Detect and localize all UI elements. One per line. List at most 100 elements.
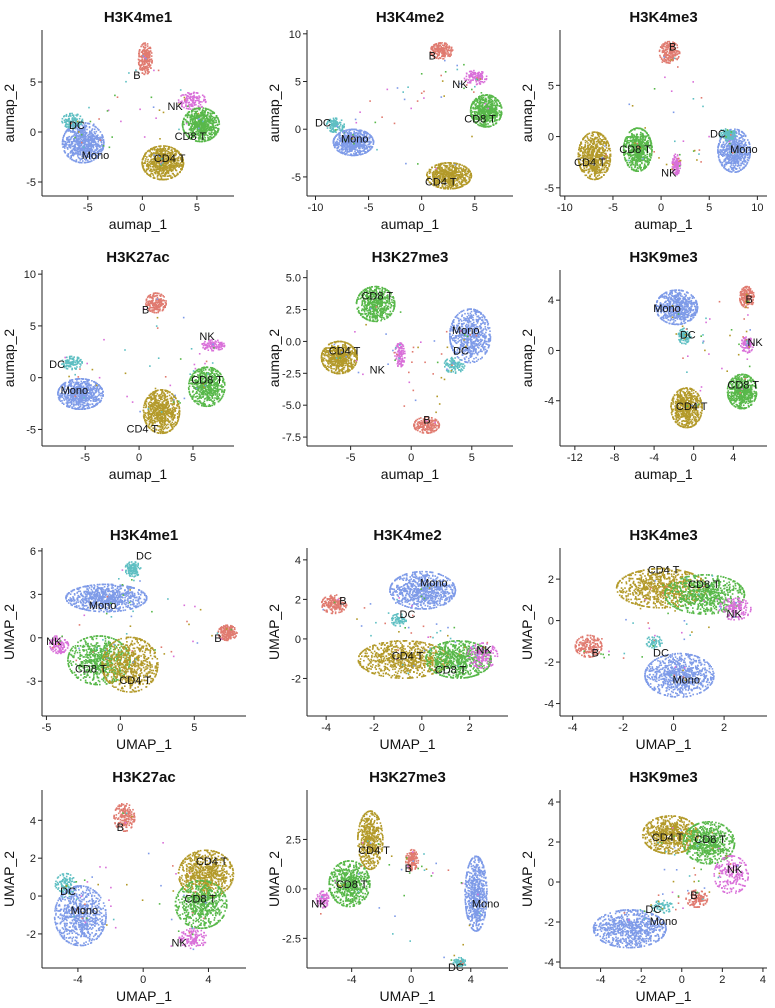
point [142, 62, 144, 64]
point [70, 158, 72, 160]
point [92, 136, 94, 138]
point [150, 50, 152, 52]
point [213, 126, 215, 128]
point [476, 84, 478, 86]
point [147, 45, 149, 47]
point [481, 102, 483, 104]
point [490, 103, 492, 105]
point [142, 55, 144, 57]
point [75, 161, 77, 163]
point [144, 57, 146, 59]
point [200, 119, 202, 121]
point [72, 141, 74, 143]
point [193, 96, 195, 98]
point [482, 71, 484, 73]
point [188, 124, 190, 126]
point [68, 146, 70, 148]
point [187, 115, 189, 117]
point [93, 142, 95, 144]
point [83, 134, 85, 136]
point [434, 44, 436, 46]
point [95, 127, 97, 129]
point [70, 113, 72, 115]
point [469, 77, 471, 79]
point [451, 47, 453, 49]
point [117, 96, 119, 98]
point [206, 115, 208, 117]
point [142, 50, 144, 52]
point [183, 124, 185, 126]
point [64, 120, 66, 122]
point [178, 166, 180, 168]
point [149, 155, 151, 157]
point [189, 102, 191, 104]
point [151, 159, 153, 161]
point [76, 153, 78, 155]
point [195, 108, 197, 110]
point [186, 123, 188, 125]
point [197, 98, 199, 100]
point [75, 114, 77, 116]
point [83, 142, 85, 144]
point [81, 162, 83, 164]
point [214, 130, 216, 132]
point [446, 44, 448, 46]
point [499, 117, 501, 119]
point [440, 51, 442, 53]
point [151, 55, 153, 57]
point [153, 70, 155, 72]
point [482, 104, 484, 106]
point [199, 115, 201, 117]
x-axis-label: aumap_1 [109, 216, 168, 232]
point [479, 104, 481, 106]
point [448, 49, 450, 51]
point [147, 61, 149, 63]
point [476, 81, 478, 83]
point [196, 115, 198, 117]
point [149, 175, 151, 177]
point [470, 106, 472, 108]
point [218, 128, 220, 130]
point [480, 75, 482, 77]
point [498, 110, 500, 112]
point [480, 81, 482, 83]
point [144, 136, 146, 138]
point [166, 179, 168, 181]
point [157, 176, 159, 178]
point [436, 48, 438, 50]
point [72, 117, 74, 119]
point [77, 149, 79, 151]
point [185, 105, 187, 107]
point [144, 155, 146, 157]
point [438, 50, 440, 52]
point [218, 121, 220, 123]
point [202, 124, 204, 126]
point [147, 161, 149, 163]
point [471, 103, 473, 105]
point [154, 149, 156, 151]
point [194, 104, 196, 106]
point [75, 141, 77, 143]
point [145, 160, 147, 162]
point [71, 136, 73, 138]
point [180, 95, 182, 97]
point [89, 126, 91, 128]
point [435, 45, 437, 47]
point [479, 96, 481, 98]
point [147, 65, 149, 67]
point [209, 116, 211, 118]
point [211, 129, 213, 131]
point [156, 146, 158, 148]
point [198, 109, 200, 111]
point [140, 46, 142, 48]
point [193, 128, 195, 130]
point [496, 108, 498, 110]
point [195, 100, 197, 102]
point [474, 73, 476, 75]
point [98, 139, 100, 141]
point [163, 145, 165, 147]
point [466, 76, 468, 78]
point [470, 75, 472, 77]
point [145, 70, 147, 72]
